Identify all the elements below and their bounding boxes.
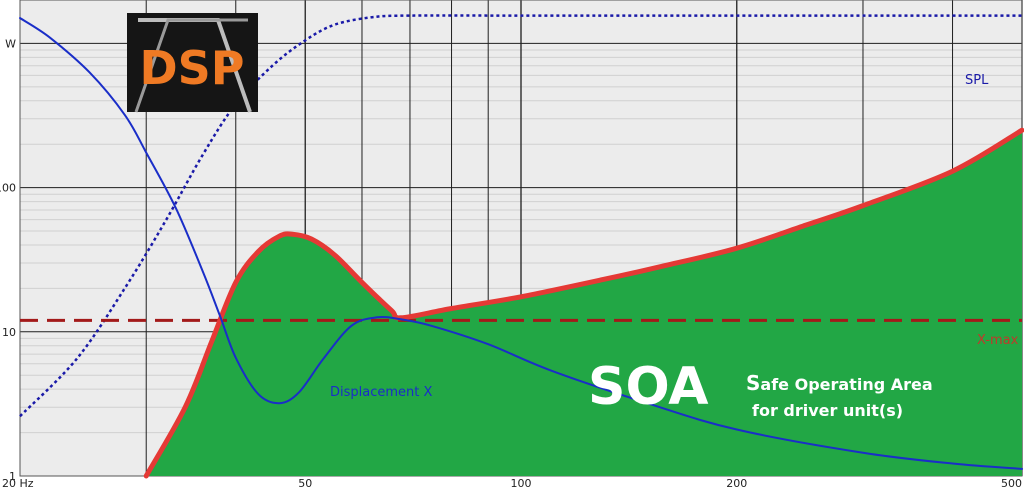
soa-layer	[146, 130, 1022, 476]
displacement-curve	[19, 17, 1023, 470]
series-layer	[19, 14, 1024, 479]
soa-boundary-curve	[143, 127, 1024, 479]
y-tick-label: 100	[0, 182, 16, 195]
x-tick-label: 50	[298, 477, 312, 490]
spl-curve	[19, 14, 1022, 418]
y-axis-ticks: 1 10 100 W	[0, 37, 16, 483]
x-tick-label: 20 Hz	[2, 477, 34, 490]
xmax-label: X-max	[977, 333, 1019, 348]
displacement-label: Displacement X	[330, 385, 433, 400]
spl-label: SPL	[965, 73, 989, 88]
x-tick-label: 100	[511, 477, 532, 490]
y-tick-label: 10	[2, 326, 16, 339]
logo-background	[127, 13, 258, 112]
x-tick-label: 200	[726, 477, 747, 490]
x-tick-label: 500	[1001, 477, 1022, 490]
soa-title: SOA	[588, 357, 709, 417]
soa-area	[146, 130, 1022, 476]
soa-line1-rest: afe Operating Area	[760, 375, 932, 394]
x-axis-ticks: 20 Hz 50 100 200 500	[2, 477, 1022, 490]
y-tick-label: W	[5, 37, 16, 50]
y-tick-label: 1	[9, 470, 16, 483]
logo-text: DSP	[139, 41, 244, 95]
logo-curve-left	[134, 18, 248, 113]
soa-subtitle-line1: Safe Operating Area	[746, 371, 933, 395]
soa-subtitle-line2: for driver unit(s)	[752, 401, 903, 420]
dsp-logo: DSP	[127, 13, 258, 113]
soa-initial: S	[746, 371, 760, 395]
